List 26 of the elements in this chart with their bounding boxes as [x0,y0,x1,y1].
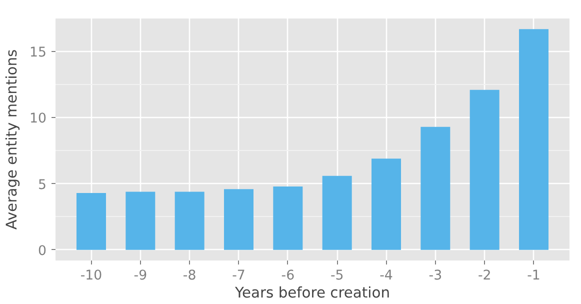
x-tick-label: -2 [478,268,492,284]
bar [372,158,401,250]
x-tick-label: -10 [80,268,102,284]
x-tick-label: -3 [428,268,442,284]
y-axis-title: Average entity mentions [4,49,21,230]
y-tick-label: 0 [38,244,47,259]
y-tick-label: 5 [38,178,47,193]
bar [273,186,303,250]
x-tick-label: -5 [330,268,344,284]
bar [322,176,352,250]
bar [174,192,204,250]
x-tick-label: -6 [281,268,295,284]
bar [224,189,254,250]
y-tick-label: 15 [30,46,47,61]
x-tick-label: -7 [232,268,246,284]
bar [420,126,450,250]
x-tick-label: -1 [527,268,540,284]
bar [76,193,106,250]
x-tick-label: -9 [134,268,148,284]
y-tick-label: 10 [30,112,47,127]
x-tick-label: -8 [182,268,196,284]
bar [519,29,549,250]
x-axis-title: Years before creation [234,284,390,302]
bar [126,192,156,250]
bar [470,90,500,250]
x-tick-label: -4 [380,268,393,284]
